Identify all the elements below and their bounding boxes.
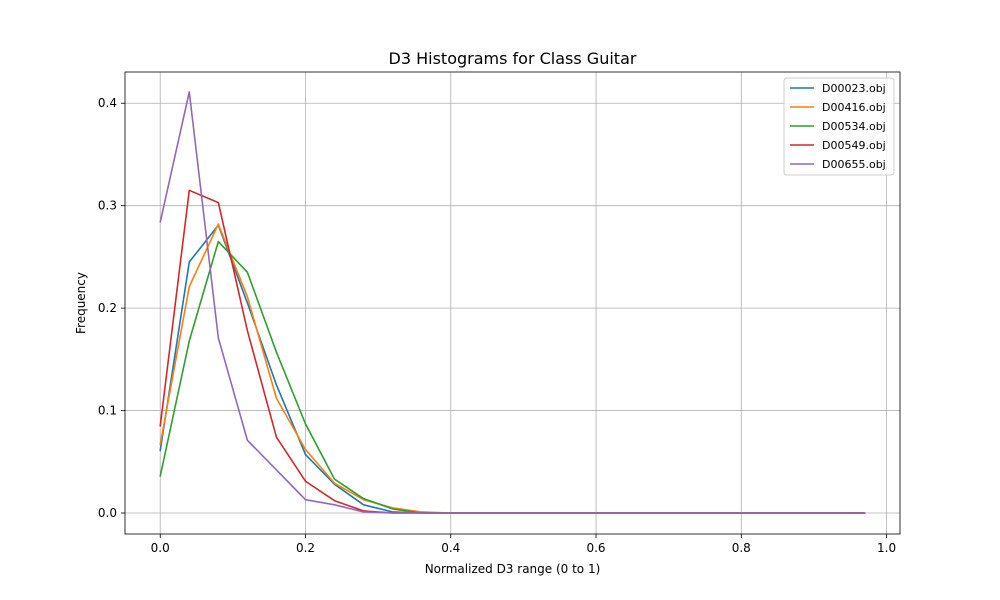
legend: D00023.obj D00416.obj D00534.obj D00549.obj… [783,77,895,176]
y-tick-label: 0.4 [98,96,117,110]
x-axis-ticks: 0.0 0.2 0.4 0.6 0.8 1.0 [151,534,896,555]
y-tick-label: 0.1 [98,404,117,418]
series-lines [159,91,866,514]
series-line-d00549-obj [159,189,866,514]
legend-label: D00655.obj [822,158,886,171]
x-tick-label: 0.8 [732,541,751,555]
x-tick-label: 0.0 [151,541,170,555]
legend-label: D00416.obj [822,101,886,114]
plot-frame [124,71,901,535]
y-tick-label: 0.2 [98,301,117,315]
legend-label: D00549.obj [822,139,886,152]
series-line-d00534-obj [159,240,866,514]
x-tick-label: 1.0 [877,541,896,555]
legend-label: D00023.obj [822,82,886,95]
series-line-d00023-obj [159,224,866,514]
x-axis-label: Normalized D3 range (0 to 1) [425,562,601,576]
legend-box [783,77,895,176]
y-axis-label: Frequency [74,272,88,334]
x-tick-label: 0.2 [296,541,315,555]
y-tick-label: 0.3 [98,199,117,213]
x-tick-label: 0.6 [586,541,605,555]
x-tick-label: 0.4 [441,541,460,555]
legend-label: D00534.obj [822,120,886,133]
y-axis-ticks: 0.0 0.1 0.2 0.3 0.4 [98,96,125,520]
chart-title: D3 Histograms for Class Guitar [389,49,637,68]
y-tick-label: 0.0 [98,506,117,520]
series-line-d00416-obj [159,223,866,514]
series-line-d00655-obj [159,91,866,514]
